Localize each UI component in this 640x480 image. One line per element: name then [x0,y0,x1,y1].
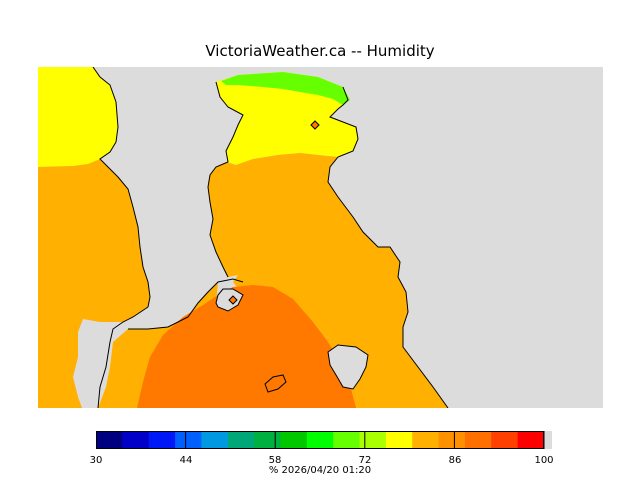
legend-color-swatch [464,431,492,449]
legend-color-swatch [306,431,334,449]
humidity-legend [96,431,552,449]
legend-color-swatch [148,431,176,449]
legend-shadow [544,431,552,449]
northeast-coastline [327,86,449,408]
dark-orange-zone [137,285,356,408]
legend-tick-label: 86 [448,455,462,466]
legend-color-swatch [333,431,361,449]
small-island [264,374,287,393]
west-yellow-zone [38,67,118,167]
north-green-zone [221,72,350,105]
central-orange-zone [208,153,448,408]
legend-color-swatch [122,431,150,449]
station-diamond-central[interactable] [228,295,238,305]
legend-color-swatch [227,431,255,449]
legend-color-swatch [438,431,466,449]
west-coastline [92,67,151,408]
legend-color-swatch [517,431,545,449]
bay-island [327,344,369,390]
west-orange-zone [38,159,150,408]
legend-tick-label: 44 [179,455,193,466]
map-title: VictoriaWeather.ca -- Humidity [205,42,435,60]
station-diamond-north[interactable] [310,120,320,130]
legend-color-swatch [96,431,123,449]
legend-color-swatch [280,431,308,449]
legend-color-swatch [359,431,387,449]
humidity-map[interactable] [38,67,603,408]
legend-color-swatch [175,431,202,449]
legend-caption: % 2026/04/20 01:20 [268,465,372,476]
legend-color-swatch [385,431,413,449]
legend-color-swatch [491,431,519,449]
legend-tick-label: 100 [534,455,554,466]
south-coastline [128,278,244,330]
east-coastline [207,81,244,278]
legend-color-swatch [201,431,229,449]
legend-tick-label: 72 [358,455,372,466]
legend-tick-label: 30 [89,455,103,466]
legend-color-swatch [412,431,440,449]
legend-color-swatch [254,431,281,449]
legend-tick-label: 58 [268,455,282,466]
